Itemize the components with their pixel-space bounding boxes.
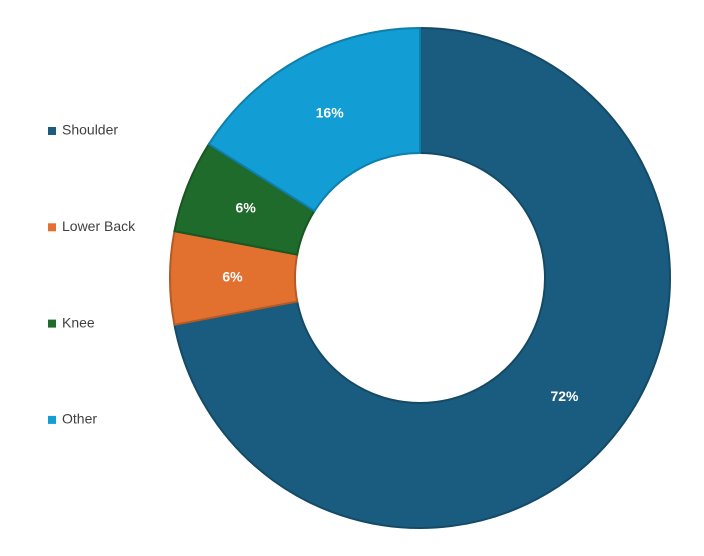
- donut-segment: [173, 26, 671, 529]
- legend-swatch: [48, 127, 56, 135]
- legend-label: Shoulder: [62, 122, 118, 138]
- legend-swatch: [48, 319, 56, 328]
- data-label: 6%: [222, 269, 243, 285]
- legend-label: Lower Back: [62, 218, 136, 234]
- legend-label: Other: [62, 411, 97, 427]
- legend-label: Knee: [62, 314, 95, 330]
- data-label: 72%: [550, 388, 579, 404]
- donut-segment: [207, 26, 421, 213]
- data-label: 6%: [236, 200, 257, 216]
- data-label: 16%: [316, 104, 345, 120]
- legend-swatch: [48, 415, 56, 424]
- legend-swatch: [48, 223, 56, 232]
